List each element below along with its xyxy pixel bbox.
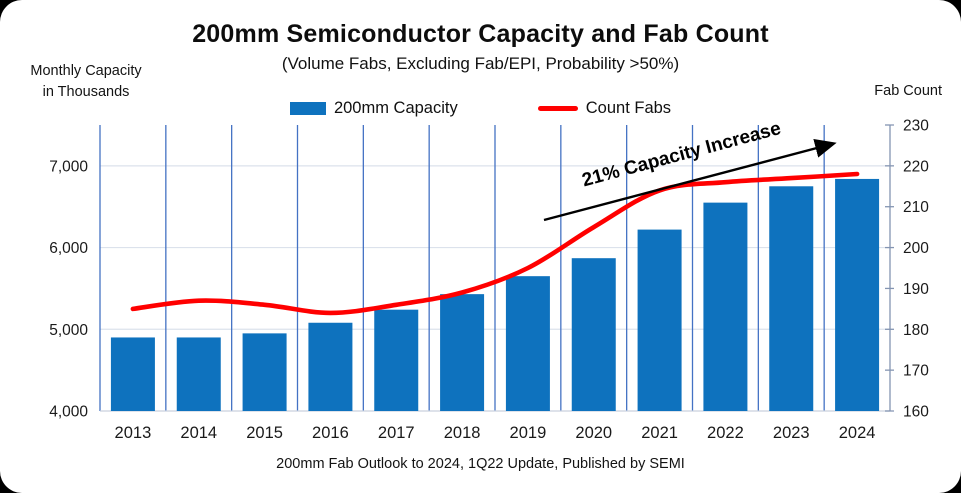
chart-subtitle: (Volume Fabs, Excluding Fab/EPI, Probabi…: [281, 54, 680, 73]
right-axis-tick-label: 180: [903, 322, 929, 339]
legend: 200mm Capacity Count Fabs: [0, 99, 961, 118]
legend-label-fabs: Count Fabs: [585, 99, 672, 117]
x-axis-label: 2022: [707, 424, 744, 442]
left-axis-tick-label: 5,000: [49, 322, 88, 339]
capacity-bar: [703, 202, 748, 411]
left-axis-tick-label: 6,000: [49, 240, 88, 257]
legend-item-capacity: 200mm Capacity: [289, 99, 458, 118]
capacity-bar: [571, 258, 616, 411]
right-axis-title: Fab Count: [874, 83, 942, 99]
x-axis-label: 2020: [575, 424, 612, 442]
right-axis-tick-label: 210: [903, 199, 929, 216]
capacity-bar: [110, 337, 155, 411]
x-axis-label: 2023: [773, 424, 810, 442]
x-axis-label: 2024: [839, 424, 876, 442]
count-fabs-line-swatch-icon: [537, 106, 578, 111]
left-axis-tick-label: 4,000: [49, 404, 88, 421]
right-axis-tick-label: 200: [903, 240, 929, 257]
x-axis-label: 2018: [444, 424, 481, 442]
right-axis-tick-label: 230: [903, 118, 929, 135]
legend-label-capacity: 200mm Capacity: [333, 99, 458, 117]
chart-title: 200mm Semiconductor Capacity and Fab Cou…: [192, 20, 769, 48]
x-axis-label: 2013: [115, 424, 152, 442]
left-axis-title-line2: in Thousands: [42, 84, 130, 100]
capacity-bar: [637, 229, 682, 411]
capacity-bar: [176, 337, 221, 411]
capacity-bar: [374, 309, 419, 411]
x-axis-label: 2016: [312, 424, 349, 442]
left-axis-title-line1: Monthly Capacity: [30, 63, 142, 79]
x-axis-label: 2015: [246, 424, 283, 442]
capacity-bar: [835, 178, 880, 411]
x-axis-label: 2014: [180, 424, 217, 442]
x-axis-label: 2017: [378, 424, 415, 442]
right-axis-tick-label: 190: [903, 281, 929, 298]
right-axis-tick-label: 220: [903, 158, 929, 175]
capacity-bar: [308, 322, 353, 411]
capacity-bar-swatch-icon: [289, 102, 326, 115]
x-axis-label: 2021: [641, 424, 678, 442]
right-axis-tick-label: 160: [903, 404, 929, 421]
left-axis-tick-label: 7,000: [49, 158, 88, 175]
capacity-increase-arrow: [543, 139, 837, 222]
capacity-bar: [505, 276, 550, 411]
source-caption: 200mm Fab Outlook to 2024, 1Q22 Update, …: [276, 456, 685, 472]
capacity-bar: [440, 294, 485, 411]
right-axis-tick-label: 170: [903, 363, 929, 380]
legend-item-fabs: Count Fabs: [537, 99, 672, 118]
x-axis-label: 2019: [510, 424, 547, 442]
left-axis-title: Monthly Capacity in Thousands: [15, 61, 157, 103]
count-fabs-line: [130, 171, 860, 316]
capacity-bar: [242, 333, 287, 411]
capacity-bar: [769, 186, 814, 411]
